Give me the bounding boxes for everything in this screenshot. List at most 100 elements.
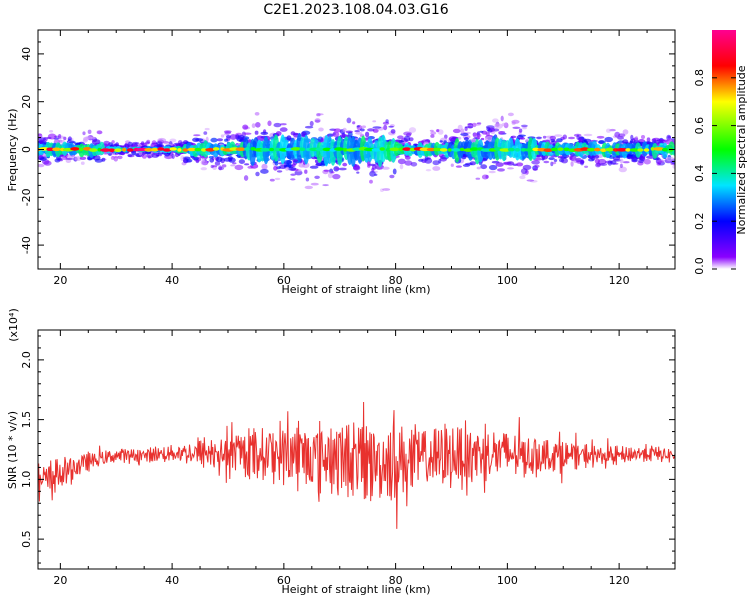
heatmap-cell	[518, 128, 523, 133]
y-tick-label: 1.0	[20, 471, 33, 489]
heatmap-cell	[389, 147, 400, 152]
heatmap-cell	[452, 128, 461, 134]
heatmap-cell	[49, 130, 54, 133]
heatmap-cell	[345, 130, 353, 134]
heatmap-cell	[403, 135, 411, 142]
heatmap-cell	[126, 148, 134, 152]
heatmap-cell	[643, 158, 651, 165]
heatmap-cell	[192, 137, 200, 142]
heatmap-cell	[480, 164, 488, 170]
heatmap-cell	[94, 158, 103, 163]
heatmap-cell	[85, 136, 92, 140]
heatmap-cell	[113, 156, 119, 162]
heatmap-cell	[195, 159, 200, 164]
heatmap-cell	[477, 139, 484, 163]
heatmap-cell	[286, 163, 293, 168]
heatmap-cell	[389, 174, 395, 179]
heatmap-cell	[254, 112, 260, 116]
heatmap-cell	[367, 128, 375, 132]
heatmap-cell	[151, 152, 160, 158]
heatmap-cell	[541, 158, 545, 161]
heatmap-cell	[112, 152, 116, 155]
y-tick-label: 0	[20, 146, 33, 153]
heatmap-cell	[588, 158, 595, 162]
x-tick-label: 80	[389, 574, 403, 587]
heatmap-cell	[310, 182, 319, 186]
heatmap-cell	[243, 132, 252, 135]
heatmap-cell	[212, 165, 218, 168]
heatmap-cell	[475, 177, 481, 180]
heatmap-cell	[285, 166, 289, 171]
heatmap-x-axis: 20 40 60 80 100 120	[53, 30, 676, 287]
heatmap-cell	[569, 155, 573, 160]
heatmap-cell	[503, 161, 512, 165]
heatmap-cell	[388, 125, 394, 128]
heatmap-cell	[201, 158, 205, 163]
heatmap-cell	[314, 175, 320, 179]
heatmap-cell	[147, 155, 152, 159]
heatmap-cell	[79, 156, 87, 160]
heatmap-cell	[667, 135, 671, 139]
heatmap-cell	[630, 134, 634, 141]
heatmap-cell	[113, 143, 118, 147]
heatmap-cell	[144, 148, 153, 152]
heatmap-cell	[397, 158, 406, 165]
heatmap-cell	[204, 127, 210, 131]
heatmap-cell	[450, 163, 454, 167]
heatmap-cell	[260, 148, 271, 152]
heatmap-cell	[290, 147, 302, 151]
heatmap-cell	[342, 162, 348, 167]
heatmap-cell	[251, 123, 256, 129]
heatmap-cell	[586, 147, 596, 152]
heatmap-cell	[66, 154, 76, 159]
heatmap-cell	[58, 134, 62, 139]
heatmap-cell	[127, 153, 133, 158]
heatmap-cell	[356, 125, 360, 128]
heatmap-cell	[625, 148, 631, 152]
heatmap-cell	[218, 165, 223, 171]
heatmap-cell	[309, 120, 314, 127]
y-tick-label: -40	[20, 236, 33, 254]
heatmap-cell	[476, 122, 482, 125]
heatmap-cell	[561, 158, 568, 164]
figure-title: C2E1.2023.108.04.03.G16	[263, 2, 448, 18]
heatmap-cell	[117, 155, 123, 160]
heatmap-cell	[235, 147, 247, 151]
heatmap-cell	[618, 133, 626, 138]
heatmap-cell	[157, 147, 165, 151]
heatmap-cell	[356, 171, 360, 174]
heatmap-cell	[78, 147, 84, 152]
heatmap-cell	[536, 136, 542, 139]
heatmap-cell	[216, 138, 223, 142]
heatmap-cell	[591, 154, 600, 159]
heatmap-cell	[557, 147, 564, 151]
heatmap-cell	[609, 128, 616, 132]
heatmap-cell	[484, 136, 493, 142]
heatmap-cell	[375, 164, 384, 170]
x-tick-label: 20	[53, 274, 67, 287]
snr-x-axis: 20 40 60 80 100 120	[53, 330, 676, 587]
heatmap-cell	[495, 162, 504, 167]
heatmap-cell	[338, 167, 347, 171]
heatmap-cell	[563, 147, 570, 152]
colorbar-tick-label: 0.0	[693, 257, 706, 275]
heatmap-cell	[437, 129, 444, 135]
snr-series-line	[38, 401, 675, 529]
heatmap-cell	[557, 155, 564, 159]
heatmap-cell	[650, 147, 655, 151]
heatmap-cell	[187, 147, 196, 152]
heatmap-cell	[238, 159, 245, 165]
snr-multiplier-label: (x10⁴)	[7, 308, 20, 342]
heatmap-cell	[397, 135, 404, 140]
heatmap-cell	[521, 124, 528, 128]
heatmap-cell	[283, 160, 293, 164]
heatmap-cell	[103, 140, 111, 147]
heatmap-cell	[436, 129, 440, 132]
heatmap-cell	[476, 166, 481, 170]
heatmap-cell	[488, 164, 498, 171]
heatmap-cell	[244, 147, 250, 151]
heatmap-marks	[38, 112, 675, 192]
heatmap-cell	[432, 160, 440, 166]
colorbar-tick-label: 0.6	[693, 117, 706, 135]
heatmap-cell	[530, 180, 538, 183]
